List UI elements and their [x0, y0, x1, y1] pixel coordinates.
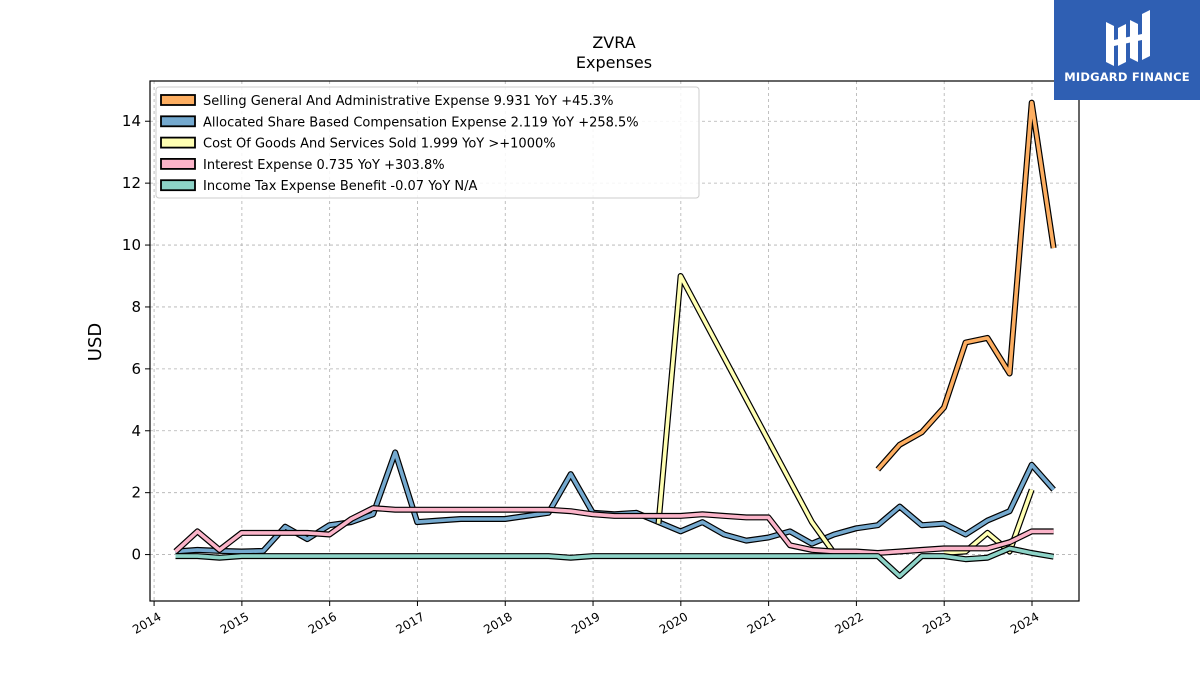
series-line-3	[173, 505, 1054, 556]
x-tick-label: 2021	[745, 609, 778, 636]
x-tick-label: 2015	[218, 609, 251, 636]
chart-subtitle: Expenses	[576, 53, 652, 72]
y-tick-label: 10	[122, 236, 141, 254]
series-stroke	[174, 506, 1054, 555]
legend-swatch	[160, 115, 196, 128]
x-tick-label: 2024	[1008, 609, 1041, 636]
x-tick-label: 2020	[657, 609, 690, 636]
x-tick-label: 2022	[832, 609, 865, 636]
y-tick-label: 14	[122, 112, 141, 130]
series-stroke	[175, 546, 1054, 578]
series-line-0	[875, 99, 1057, 472]
legend-box	[155, 86, 700, 199]
legend: Selling General And Administrative Expen…	[155, 86, 700, 199]
y-tick-label: 12	[122, 174, 141, 192]
y-tick-label: 8	[131, 298, 141, 316]
x-tick-label: 2014	[130, 609, 163, 636]
legend-entry: Income Tax Expense Benefit -0.07 YoY N/A	[203, 179, 478, 194]
y-tick-label: 2	[131, 484, 141, 502]
series-outline	[175, 449, 1056, 555]
x-axis-ticks: 2014 2015 2016 2017 2018 2019 2020 2021 2022 2023…	[130, 601, 1041, 637]
chart-title: ZVRA	[592, 33, 635, 52]
midgard-logo-icon	[1106, 10, 1150, 66]
y-axis-label: USD	[85, 323, 106, 361]
legend-entry: Allocated Share Based Compensation Expen…	[203, 115, 639, 130]
y-axis-ticks: 0 2 4 6 8 10 12 14	[122, 112, 150, 564]
legend-entry: Cost Of Goods And Services Sold 1.999 Yo…	[203, 137, 556, 152]
legend-entry: Interest Expense 0.735 YoY +303.8%	[203, 158, 445, 173]
y-tick-label: 6	[131, 360, 141, 378]
series-lines	[173, 99, 1057, 580]
series-line-1	[175, 449, 1056, 555]
legend-swatch	[160, 136, 196, 149]
legend-swatch	[160, 179, 196, 192]
legend-entry: Selling General And Administrative Expen…	[203, 94, 613, 109]
series-stroke	[876, 100, 1056, 471]
series-stroke	[943, 488, 1034, 555]
x-tick-label: 2016	[306, 609, 339, 636]
legend-swatch	[160, 94, 196, 106]
legend-swatch	[160, 157, 196, 170]
x-tick-label: 2023	[920, 609, 953, 636]
brand-name: MIDGARD FINANCE	[1064, 70, 1190, 84]
x-tick-label: 2017	[394, 609, 427, 636]
y-tick-label: 4	[131, 422, 141, 440]
series-line-4	[175, 545, 1055, 580]
plot-frame	[149, 80, 1080, 602]
series-line-2	[655, 273, 1035, 556]
x-tick-label: 2019	[569, 609, 602, 636]
series-stroke	[656, 274, 836, 555]
x-tick-label: 2018	[481, 609, 514, 636]
brand-logo: MIDGARD FINANCE	[1054, 0, 1200, 100]
y-tick-label: 0	[131, 546, 141, 564]
